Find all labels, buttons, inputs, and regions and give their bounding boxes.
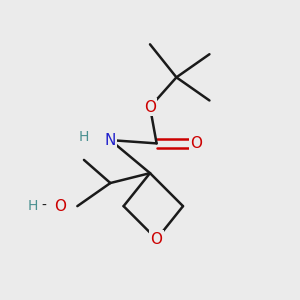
Text: O: O — [54, 199, 66, 214]
Text: -: - — [41, 199, 46, 213]
Text: N: N — [105, 133, 116, 148]
Text: O: O — [144, 100, 156, 115]
Text: H: H — [79, 130, 89, 144]
Text: O: O — [190, 136, 202, 151]
Text: H: H — [27, 199, 38, 213]
Text: O: O — [151, 232, 163, 247]
